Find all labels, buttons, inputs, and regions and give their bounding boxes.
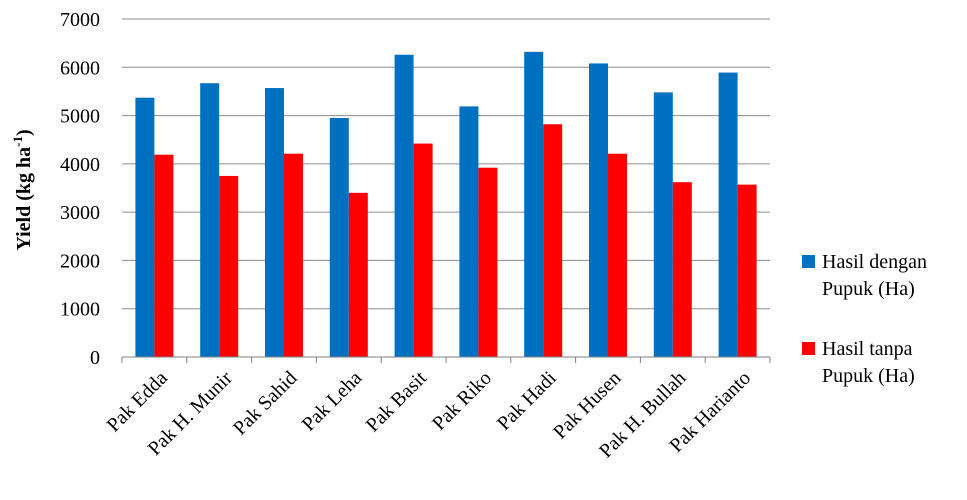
legend-entry-line: Hasil dengan	[822, 251, 927, 273]
legend: Hasil dengan Pupuk (Ha) Hasil tanpa Pupuk (…	[802, 251, 927, 387]
bar-tanpa-pupuk	[413, 143, 433, 357]
legend-entry: Hasil tanpa Pupuk (Ha)	[822, 338, 915, 387]
bar-dengan-pupuk	[524, 51, 544, 357]
x-tick-label: Pak Sahid	[229, 367, 302, 440]
y-axis-label-main: Yield (kg ha	[13, 147, 35, 251]
bar-tanpa-pupuk	[737, 184, 757, 357]
bar-tanpa-pupuk	[543, 124, 563, 358]
bar-tanpa-pupuk	[672, 182, 692, 357]
bar-tanpa-pupuk	[219, 175, 239, 357]
bars	[135, 51, 757, 358]
bar-dengan-pupuk	[265, 88, 284, 357]
bar-tanpa-pupuk	[478, 167, 498, 357]
bar-tanpa-pupuk	[284, 153, 303, 357]
legend-entry: Hasil dengan Pupuk (Ha)	[822, 251, 927, 300]
legend-swatch	[802, 342, 815, 355]
x-tick-label: Pak Riko	[428, 367, 496, 435]
bar-tanpa-pupuk	[154, 154, 174, 357]
legend-entry-line: Hasil tanpa	[822, 338, 913, 360]
y-tick-label: 3000	[60, 202, 100, 224]
bar-dengan-pupuk	[394, 54, 414, 357]
bar-dengan-pupuk	[718, 72, 738, 358]
bar-dengan-pupuk	[653, 92, 673, 357]
y-axis-label-close: )	[13, 129, 35, 136]
legend-entry-line: Pupuk (Ha)	[822, 365, 915, 387]
y-tick-label: 1000	[60, 299, 100, 321]
bar-dengan-pupuk	[589, 63, 608, 358]
bar-dengan-pupuk	[200, 83, 220, 357]
x-tick-label: Pak Hadi	[493, 367, 561, 435]
bar-dengan-pupuk	[329, 117, 349, 357]
bar-tanpa-pupuk	[348, 192, 368, 357]
x-tick-label: Pak Leha	[298, 367, 367, 436]
bar-dengan-pupuk	[135, 97, 155, 357]
y-axis-label-superscript: -1	[10, 136, 25, 147]
y-tick-label: 4000	[60, 154, 100, 176]
y-tick-label: 7000	[60, 9, 100, 31]
y-tick-label: 0	[90, 347, 100, 369]
y-tick-label: 5000	[60, 106, 100, 128]
y-axis-label: Yield (kg ha-1)	[10, 129, 35, 250]
legend-entry-line: Pupuk (Ha)	[822, 278, 915, 300]
bar-tanpa-pupuk	[608, 153, 627, 357]
y-tick-label: 2000	[60, 250, 100, 272]
legend-swatch	[802, 255, 815, 268]
bar-dengan-pupuk	[459, 106, 479, 357]
x-tick-label: Pak Basit	[362, 367, 432, 437]
y-axis-ticks: 0 1000 2000 3000 4000 5000 6000 7000	[60, 9, 100, 369]
y-tick-label: 6000	[60, 57, 100, 79]
